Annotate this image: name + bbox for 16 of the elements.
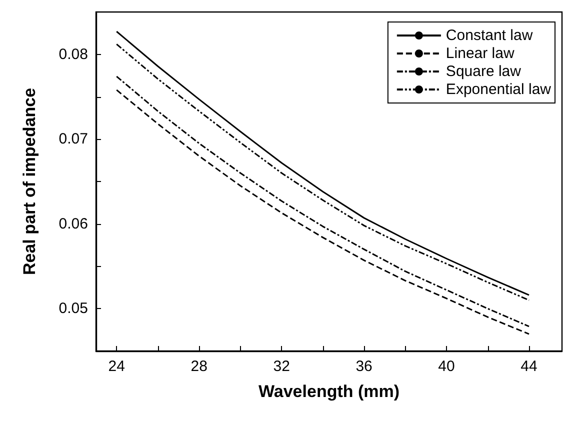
legend-label: Square law <box>446 63 522 80</box>
x-tick-label: 28 <box>190 358 208 375</box>
x-tick-label: 40 <box>438 358 455 375</box>
legend-label: Linear law <box>446 45 514 62</box>
legend-label: Constant law <box>446 27 533 44</box>
x-axis-title: Wavelength (mm) <box>258 382 400 401</box>
y-tick-label: 0.06 <box>58 215 88 232</box>
x-tick-label: 44 <box>520 358 538 375</box>
x-tick-label: 32 <box>273 358 290 375</box>
y-tick-label: 0.08 <box>58 46 88 63</box>
y-tick-label: 0.05 <box>58 300 88 318</box>
y-axis-title: Real part of impedance <box>20 88 39 276</box>
x-tick-label: 24 <box>108 358 125 375</box>
legend-label: Exponential law <box>446 81 552 98</box>
y-tick-label: 0.07 <box>58 130 88 148</box>
x-tick-label: 36 <box>356 358 372 375</box>
